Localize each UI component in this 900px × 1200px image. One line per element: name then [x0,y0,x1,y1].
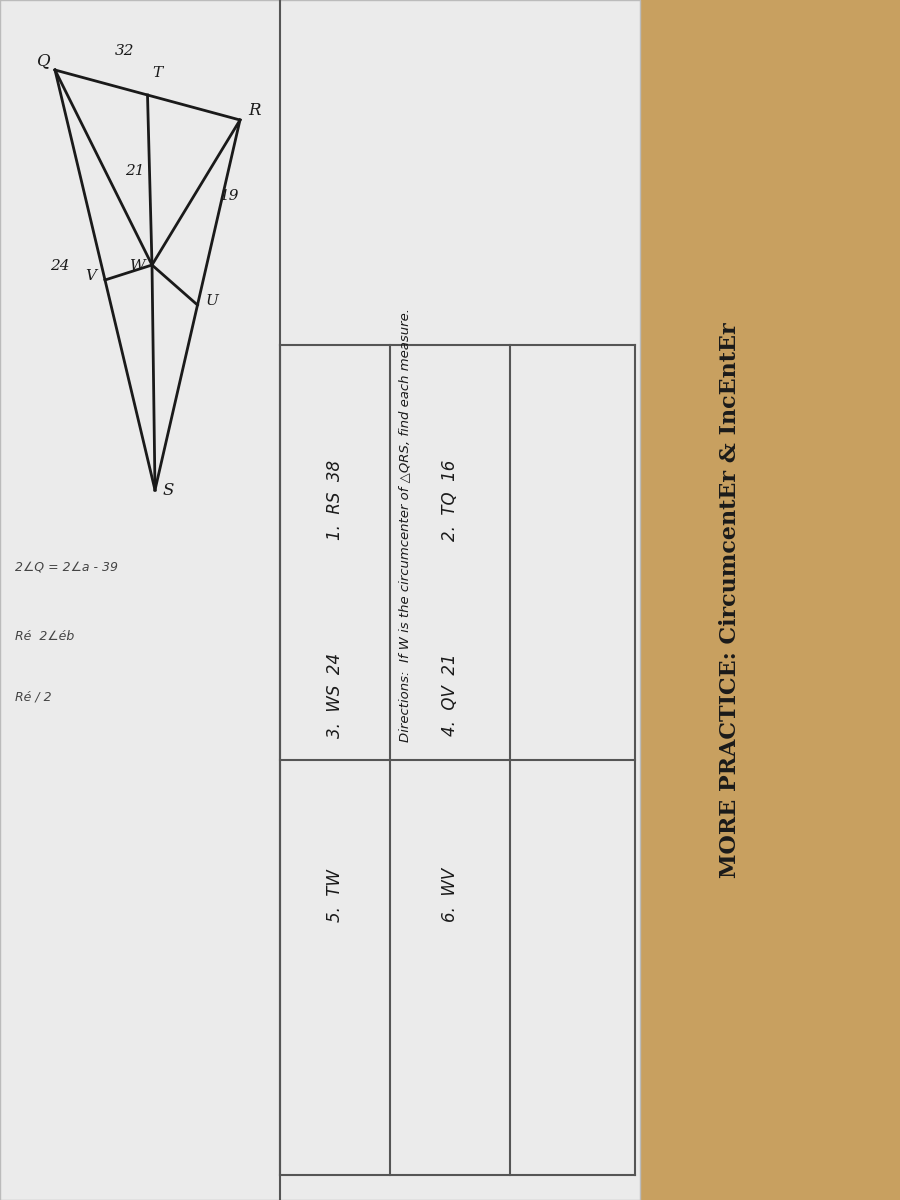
Text: S: S [163,482,175,499]
Text: Q: Q [37,52,50,68]
Text: W: W [130,259,146,272]
Text: V: V [85,269,96,283]
Text: Directions:  If W is the circumcenter of △QRS, find each measure.: Directions: If W is the circumcenter of … [398,308,410,742]
Text: 2.  TQ  16: 2. TQ 16 [441,460,459,541]
Text: 1.  RS  38: 1. RS 38 [326,460,344,540]
Text: 2∠Q = 2∠a - 39: 2∠Q = 2∠a - 39 [15,560,118,572]
Text: 3.  WS  24: 3. WS 24 [326,653,344,738]
Text: 21: 21 [125,164,145,178]
Text: 19: 19 [220,188,239,203]
Text: T: T [152,66,163,80]
Text: 4.  QV  21: 4. QV 21 [441,654,459,737]
Text: 24: 24 [50,259,69,272]
Text: MORE PRACTICE: CircumcentEr & IncEntEr: MORE PRACTICE: CircumcentEr & IncEntEr [719,322,741,878]
Text: 5.  TW: 5. TW [326,869,344,922]
Text: R: R [248,102,260,119]
Text: 32: 32 [115,44,134,58]
Bar [635,0,900,1200]
Text: Ré / 2: Ré / 2 [15,690,51,703]
Text: U: U [205,294,219,308]
Bar [0,0,640,1200]
Text: 6.  WV: 6. WV [441,868,459,922]
Text: Ré  2∠éb: Ré 2∠éb [15,630,74,643]
